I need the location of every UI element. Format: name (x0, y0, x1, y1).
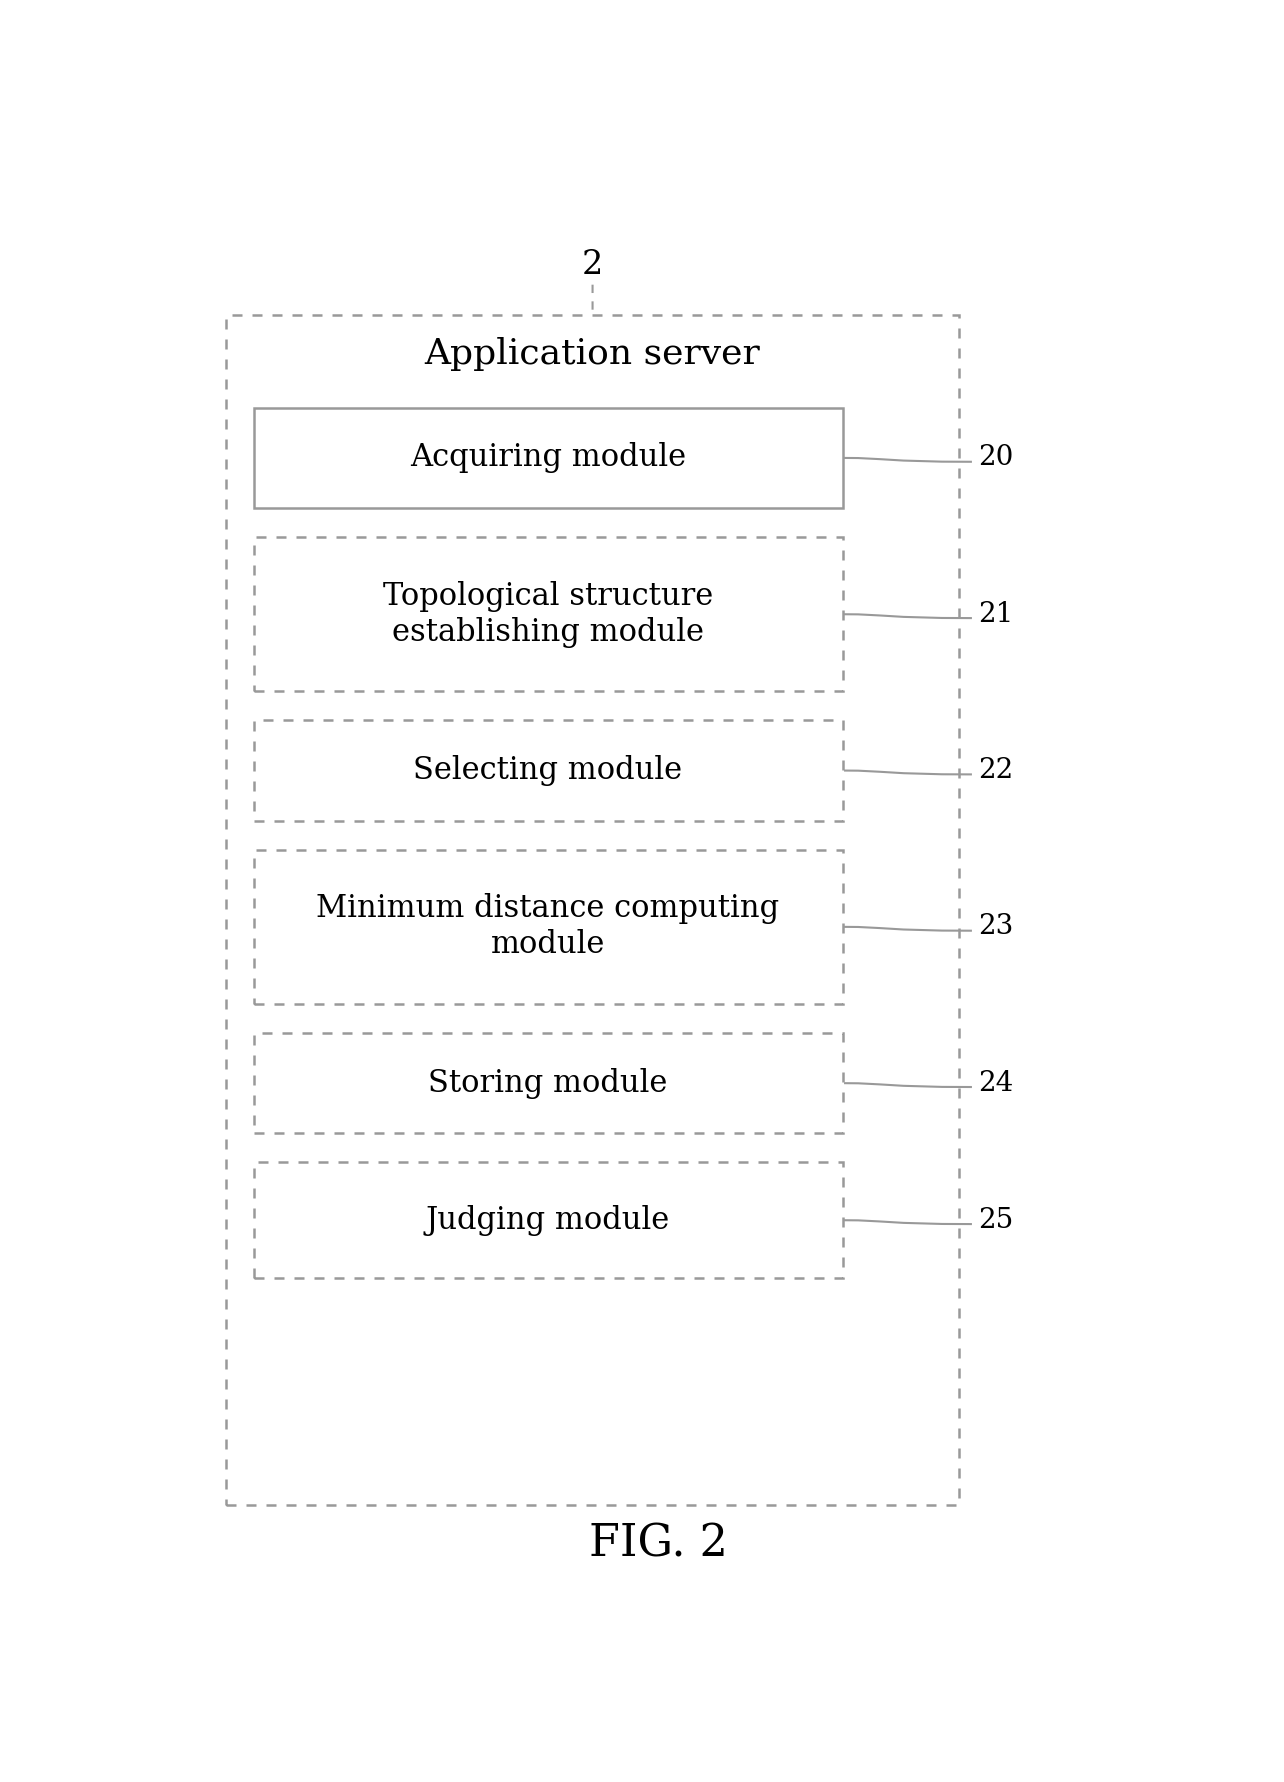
Text: Application server: Application server (425, 337, 760, 371)
Text: 25: 25 (978, 1206, 1013, 1233)
Text: Minimum distance computing
module: Minimum distance computing module (316, 893, 779, 960)
Bar (253, 720, 842, 820)
Text: 23: 23 (978, 914, 1013, 941)
Text: 2: 2 (582, 249, 603, 282)
Text: Topological structure
establishing module: Topological structure establishing modul… (383, 581, 713, 647)
Text: 20: 20 (978, 444, 1013, 472)
Text: Storing module: Storing module (429, 1067, 668, 1099)
Text: Judging module: Judging module (426, 1205, 670, 1235)
Text: Acquiring module: Acquiring module (410, 442, 686, 474)
Bar (226, 315, 959, 1506)
Bar (253, 408, 842, 508)
Bar (253, 536, 842, 691)
Text: FIG. 2: FIG. 2 (588, 1522, 728, 1565)
Text: 21: 21 (978, 601, 1013, 627)
Bar (253, 850, 842, 1003)
Text: 24: 24 (978, 1069, 1013, 1096)
Bar (253, 1034, 842, 1133)
Bar (253, 1162, 842, 1278)
Text: 22: 22 (978, 757, 1013, 784)
Text: Selecting module: Selecting module (413, 756, 683, 786)
